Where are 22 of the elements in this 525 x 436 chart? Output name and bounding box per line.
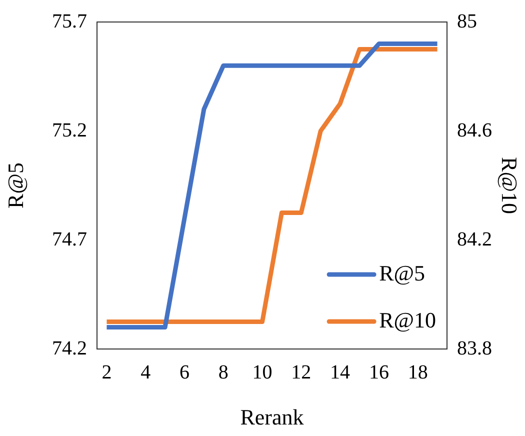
x-tick-label: 10 — [252, 361, 272, 384]
x-tick-label: 8 — [218, 361, 228, 384]
y-tick-label: 74.2 — [52, 337, 87, 360]
y2-tick-label: 84.6 — [457, 119, 492, 142]
x-tick-label: 2 — [102, 361, 112, 384]
x-axis-title: Rerank — [240, 404, 304, 430]
x-tick-label: 12 — [291, 361, 312, 384]
y2-tick-label: 83.8 — [457, 337, 492, 360]
x-tick-label: 6 — [180, 361, 190, 384]
y-axis-title: R@5 — [2, 162, 28, 208]
y-tick-label: 74.7 — [52, 228, 87, 250]
y2-axis-title: R@10 — [497, 157, 522, 214]
y-tick-label: 75.7 — [52, 10, 87, 32]
y-tick-label: 75.2 — [52, 119, 87, 142]
legend-label: R@5 — [379, 260, 426, 286]
x-tick-label: 18 — [408, 361, 428, 384]
y2-tick-label: 84.2 — [457, 228, 492, 250]
x-tick-label: 4 — [140, 361, 151, 384]
y2-tick-label: 85 — [457, 10, 477, 32]
legend-label: R@10 — [379, 307, 436, 332]
x-tick-label: 16 — [368, 361, 389, 384]
x-tick-label: 14 — [330, 361, 350, 384]
